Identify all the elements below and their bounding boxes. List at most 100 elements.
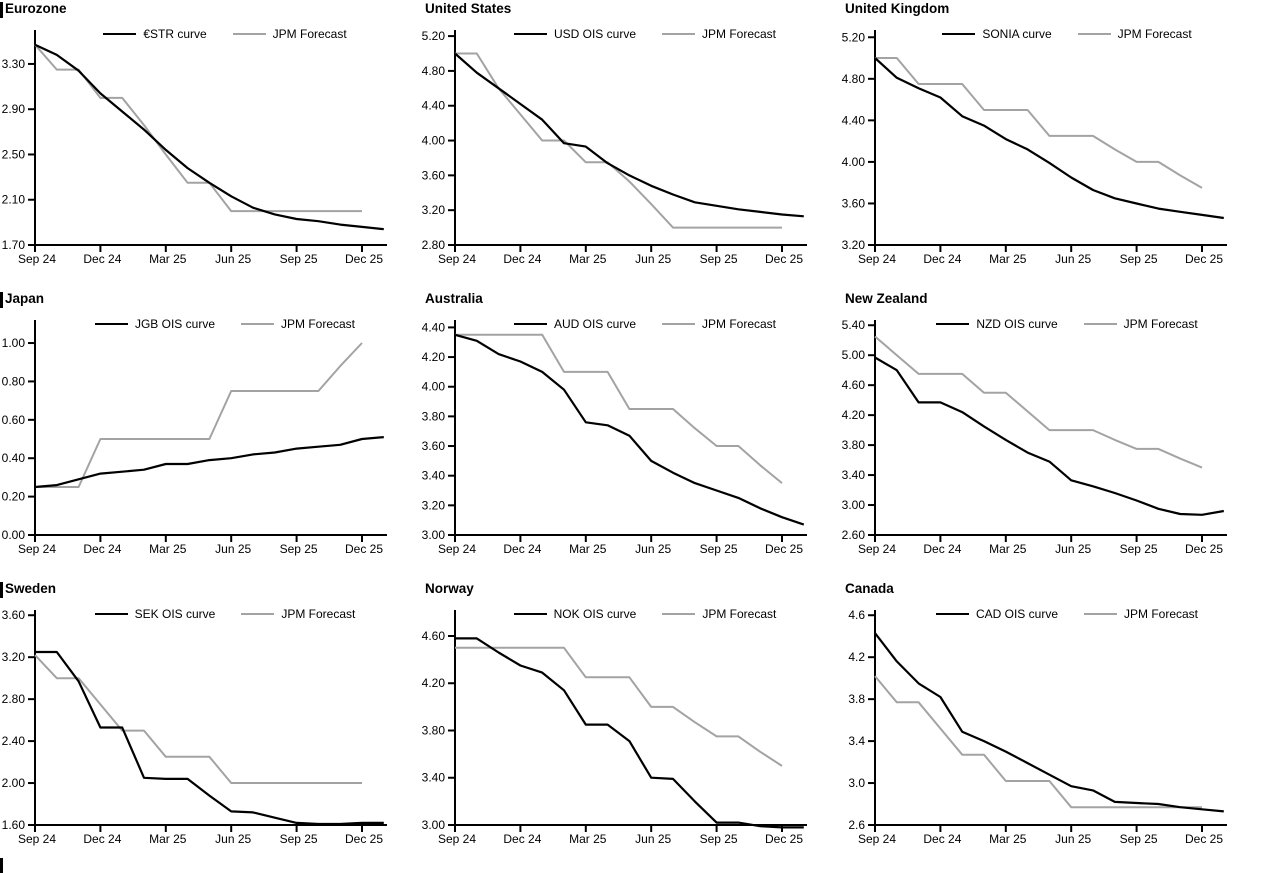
x-tick-label: Jun 25 bbox=[635, 832, 671, 846]
series-line-main bbox=[874, 356, 1224, 516]
legend-label: JPM Forecast bbox=[702, 607, 777, 621]
y-tick-label: 5.20 bbox=[422, 29, 446, 43]
y-tick-label: 2.40 bbox=[2, 734, 26, 748]
legend-item: USD OIS curve bbox=[513, 27, 636, 41]
legend-line-sample bbox=[232, 33, 266, 35]
legend: NZD OIS curve JPM Forecast bbox=[878, 317, 1256, 331]
x-tick-label: Sep 24 bbox=[438, 252, 476, 266]
y-tick-label: 1.70 bbox=[2, 238, 26, 252]
x-tick-label: Dec 24 bbox=[923, 252, 961, 266]
y-tick-label: 2.6 bbox=[848, 818, 865, 832]
y-tick-label: 3.80 bbox=[422, 409, 446, 423]
y-tick-label: 4.00 bbox=[422, 380, 446, 394]
legend-item: SONIA curve bbox=[942, 27, 1052, 41]
legend-line-sample bbox=[935, 613, 969, 615]
y-tick-label: 3.00 bbox=[422, 818, 446, 832]
x-tick-label: Jun 25 bbox=[215, 252, 251, 266]
chart-title: United States bbox=[425, 1, 512, 16]
legend-label: JPM Forecast bbox=[1124, 607, 1199, 621]
x-tick-label: Sep 25 bbox=[700, 832, 738, 846]
legend-item: JPM Forecast bbox=[662, 607, 776, 621]
legend: SONIA curve JPM Forecast bbox=[878, 27, 1256, 41]
x-tick-label: Sep 25 bbox=[1120, 252, 1158, 266]
x-tick-label: Mar 25 bbox=[989, 542, 1027, 556]
x-tick-label: Mar 25 bbox=[989, 252, 1027, 266]
y-tick-label: 3.20 bbox=[422, 203, 446, 217]
y-tick-label: 0.40 bbox=[2, 451, 26, 465]
legend-item: NOK OIS curve bbox=[513, 607, 637, 621]
x-tick-label: Dec 25 bbox=[765, 252, 803, 266]
x-tick-label: Sep 24 bbox=[18, 832, 56, 846]
legend-line-sample bbox=[513, 33, 547, 35]
legend-line-sample bbox=[662, 613, 696, 615]
legend-line-sample bbox=[942, 33, 976, 35]
y-tick-label: 4.6 bbox=[848, 608, 865, 622]
legend-line-sample bbox=[94, 613, 128, 615]
y-tick-label: 0.80 bbox=[2, 374, 26, 388]
series-line-main bbox=[454, 333, 805, 526]
y-tick-label: 3.40 bbox=[422, 469, 446, 483]
x-tick-label: Dec 25 bbox=[345, 542, 383, 556]
legend-line-sample bbox=[1077, 33, 1111, 35]
legend-label: SONIA curve bbox=[982, 27, 1052, 41]
series-line-forecast bbox=[34, 44, 362, 213]
legend-line-sample bbox=[1084, 613, 1117, 615]
y-tick-label: 4.80 bbox=[422, 64, 446, 78]
series-line-main bbox=[454, 52, 804, 218]
x-tick-label: Dec 24 bbox=[83, 542, 121, 556]
x-tick-label: Sep 25 bbox=[700, 252, 738, 266]
y-tick-label: 3.60 bbox=[842, 196, 866, 210]
chart-panel-australia: Australia AUD OIS curve JPM Forecast 3.00 3.… bbox=[420, 290, 840, 580]
x-tick-label: Jun 25 bbox=[635, 542, 671, 556]
chart-title: United Kingdom bbox=[845, 1, 950, 16]
x-tick-label: Dec 25 bbox=[1185, 832, 1223, 846]
x-tick-label: Mar 25 bbox=[569, 542, 607, 556]
y-tick-label: 5.20 bbox=[842, 30, 866, 44]
x-tick-label: Dec 25 bbox=[765, 542, 803, 556]
x-tick-label: Sep 25 bbox=[1120, 832, 1158, 846]
y-tick-label: 3.80 bbox=[842, 438, 866, 452]
legend-label: SEK OIS curve bbox=[134, 607, 216, 621]
legend-line-sample bbox=[513, 613, 547, 615]
legend-label: NOK OIS curve bbox=[553, 607, 637, 621]
legend-item: JPM Forecast bbox=[662, 317, 776, 331]
x-tick-label: Jun 25 bbox=[635, 252, 671, 266]
series-line-forecast bbox=[875, 57, 1203, 189]
chart-canvas: 0.00 0.20 0.40 0.60 0.80 1.00 Sep 24 Dec 24 Mar … bbox=[2, 320, 387, 556]
series-line-forecast bbox=[455, 646, 783, 767]
legend-item: JPM Forecast bbox=[1083, 317, 1198, 331]
y-tick-label: 3.00 bbox=[422, 528, 446, 542]
x-tick-label: Sep 24 bbox=[438, 832, 476, 846]
chart-panel-norway: Norway NOK OIS curve JPM Forecast 3.00 3.40 3… bbox=[420, 580, 840, 873]
y-tick-label: 5.00 bbox=[842, 348, 866, 362]
x-tick-label: Mar 25 bbox=[149, 542, 187, 556]
series-line-forecast bbox=[34, 654, 362, 784]
x-tick-label: Mar 25 bbox=[569, 832, 607, 846]
legend-label: CAD OIS curve bbox=[975, 607, 1058, 621]
y-tick-label: 4.60 bbox=[842, 378, 866, 392]
y-tick-label: 3.4 bbox=[848, 734, 865, 748]
y-tick-label: 3.30 bbox=[2, 57, 26, 71]
legend-label: JPM Forecast bbox=[281, 607, 356, 621]
x-tick-label: Mar 25 bbox=[989, 832, 1027, 846]
legend: CAD OIS curve JPM Forecast bbox=[878, 607, 1256, 621]
legend-item: JGB OIS curve bbox=[94, 317, 215, 331]
legend-item: JPM Forecast bbox=[232, 27, 347, 41]
x-tick-label: Dec 24 bbox=[503, 252, 541, 266]
y-tick-label: 1.60 bbox=[2, 818, 26, 832]
legend-item: CAD OIS curve bbox=[935, 607, 1058, 621]
legend-item: JPM Forecast bbox=[662, 27, 776, 41]
legend-line-sample bbox=[241, 613, 275, 615]
y-tick-label: 3.60 bbox=[2, 608, 26, 622]
section-marker-bar bbox=[0, 2, 3, 18]
series-line-forecast bbox=[35, 342, 363, 488]
legend-label: JPM Forecast bbox=[281, 317, 356, 331]
legend-item: JPM Forecast bbox=[1077, 27, 1192, 41]
series-line-forecast bbox=[874, 675, 1202, 809]
x-tick-label: Sep 25 bbox=[1120, 542, 1158, 556]
x-tick-label: Sep 25 bbox=[280, 542, 318, 556]
x-tick-label: Sep 24 bbox=[858, 542, 896, 556]
series-line-main bbox=[874, 632, 1224, 813]
legend-line-sample bbox=[936, 323, 970, 325]
